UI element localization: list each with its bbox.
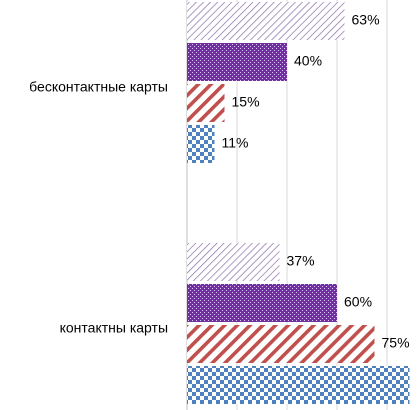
bar-cat2-s2 bbox=[187, 284, 337, 322]
bar-cat1-s2 bbox=[187, 43, 287, 81]
data-label-cat1-s2: 40% bbox=[294, 53, 322, 69]
category-label-contact: контактны карты bbox=[60, 320, 168, 336]
bar-cat2-s4 bbox=[187, 366, 410, 404]
data-label-cat1-s4: 11% bbox=[222, 135, 249, 151]
bar-cat1-s1 bbox=[187, 2, 345, 40]
category-label-contactless: бесконтактные карты bbox=[29, 79, 168, 95]
data-label-cat2-s3: 75% bbox=[382, 335, 410, 351]
bar-cat1-s3 bbox=[187, 84, 225, 122]
bars bbox=[187, 2, 410, 404]
data-label-cat1-s3: 15% bbox=[232, 94, 260, 110]
data-label-cat2-s1: 37% bbox=[287, 253, 315, 269]
bar-cat2-s3 bbox=[187, 325, 375, 363]
bar-cat2-s1 bbox=[187, 243, 280, 281]
data-label-cat1-s1: 63% bbox=[352, 12, 380, 28]
data-labels: 63% 40% 15% 11% 37% 60% 75% bbox=[222, 12, 410, 351]
bar-cat1-s4 bbox=[187, 125, 215, 163]
data-label-cat2-s2: 60% bbox=[344, 294, 372, 310]
